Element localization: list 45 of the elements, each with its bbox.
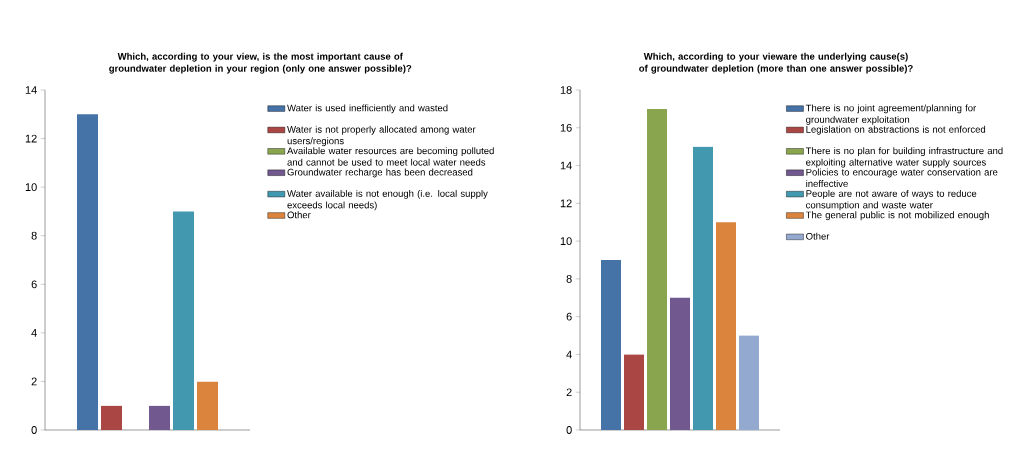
bar: [101, 405, 123, 430]
y-tick-label: 12: [25, 134, 37, 143]
bar: [149, 405, 171, 430]
y-tick-label: 16: [560, 123, 572, 132]
y-tick-label: 0: [566, 426, 572, 434]
bar: [670, 297, 690, 430]
legend-label: Groundwater recharge has been decreased: [287, 168, 473, 178]
chart-title: Which, according to your vieware the underlying cause(s) of groundwater depletion (more than one answer possible)?: [639, 52, 913, 74]
bar: [601, 259, 621, 430]
legend-label: Other: [287, 211, 311, 219]
y-tick-label: 10: [560, 237, 572, 245]
y-tick-label: 8: [31, 231, 37, 240]
y-tick-label: 14: [25, 86, 37, 94]
legend-label: Legislation on abstractions is not enforced: [806, 125, 986, 135]
bar: [197, 381, 219, 430]
y-tick-label: 12: [560, 199, 572, 208]
bar: [739, 335, 759, 430]
chart-title: Which, according to your view, is the most important cause of groundwater depletion in your region (only one answer possible)?: [109, 52, 412, 74]
y-tick-label: 2: [566, 388, 572, 397]
y-tick-label: 14: [560, 161, 572, 170]
bar: [716, 222, 736, 430]
legend-label: People are not aware of ways to reduce consumption and waste water: [806, 189, 977, 211]
legend-label: Water is not properly allocated among water users/regions: [287, 125, 476, 147]
legend-label: There is no plan for building infrastructure and exploiting alternative water supply sources: [805, 147, 1003, 168]
y-tick-label: 8: [566, 274, 572, 283]
bar: [624, 354, 644, 430]
bar: [647, 108, 667, 430]
bar: [77, 114, 99, 430]
y-tick-label: 2: [31, 377, 37, 386]
bar: [173, 211, 195, 430]
y-tick-label: 6: [31, 280, 37, 289]
y-tick-label: 10: [25, 183, 37, 192]
legend-label: Water available is not enough (i.e. local supply exceeds local needs): [287, 189, 488, 211]
legend-label: Other: [806, 232, 830, 240]
legend-label: There is no joint agreement/planning for groundwater exploitation: [805, 104, 977, 125]
legend-label: Available water resources are becoming polluted and cannot be used to meet local water needs: [287, 147, 494, 166]
legend-label: Water is used inefficiently and wasted: [287, 104, 448, 114]
y-tick-label: 0: [31, 426, 37, 434]
y-tick-label: 18: [560, 86, 572, 94]
y-tick-label: 4: [566, 350, 572, 359]
y-tick-label: 4: [31, 329, 37, 337]
legend-label: The general public is not mobilized enough: [805, 211, 989, 221]
bar: [693, 146, 713, 430]
y-tick-label: 6: [566, 312, 572, 321]
legend-label: Policies to encourage water conservation are ineffective: [806, 168, 998, 188]
